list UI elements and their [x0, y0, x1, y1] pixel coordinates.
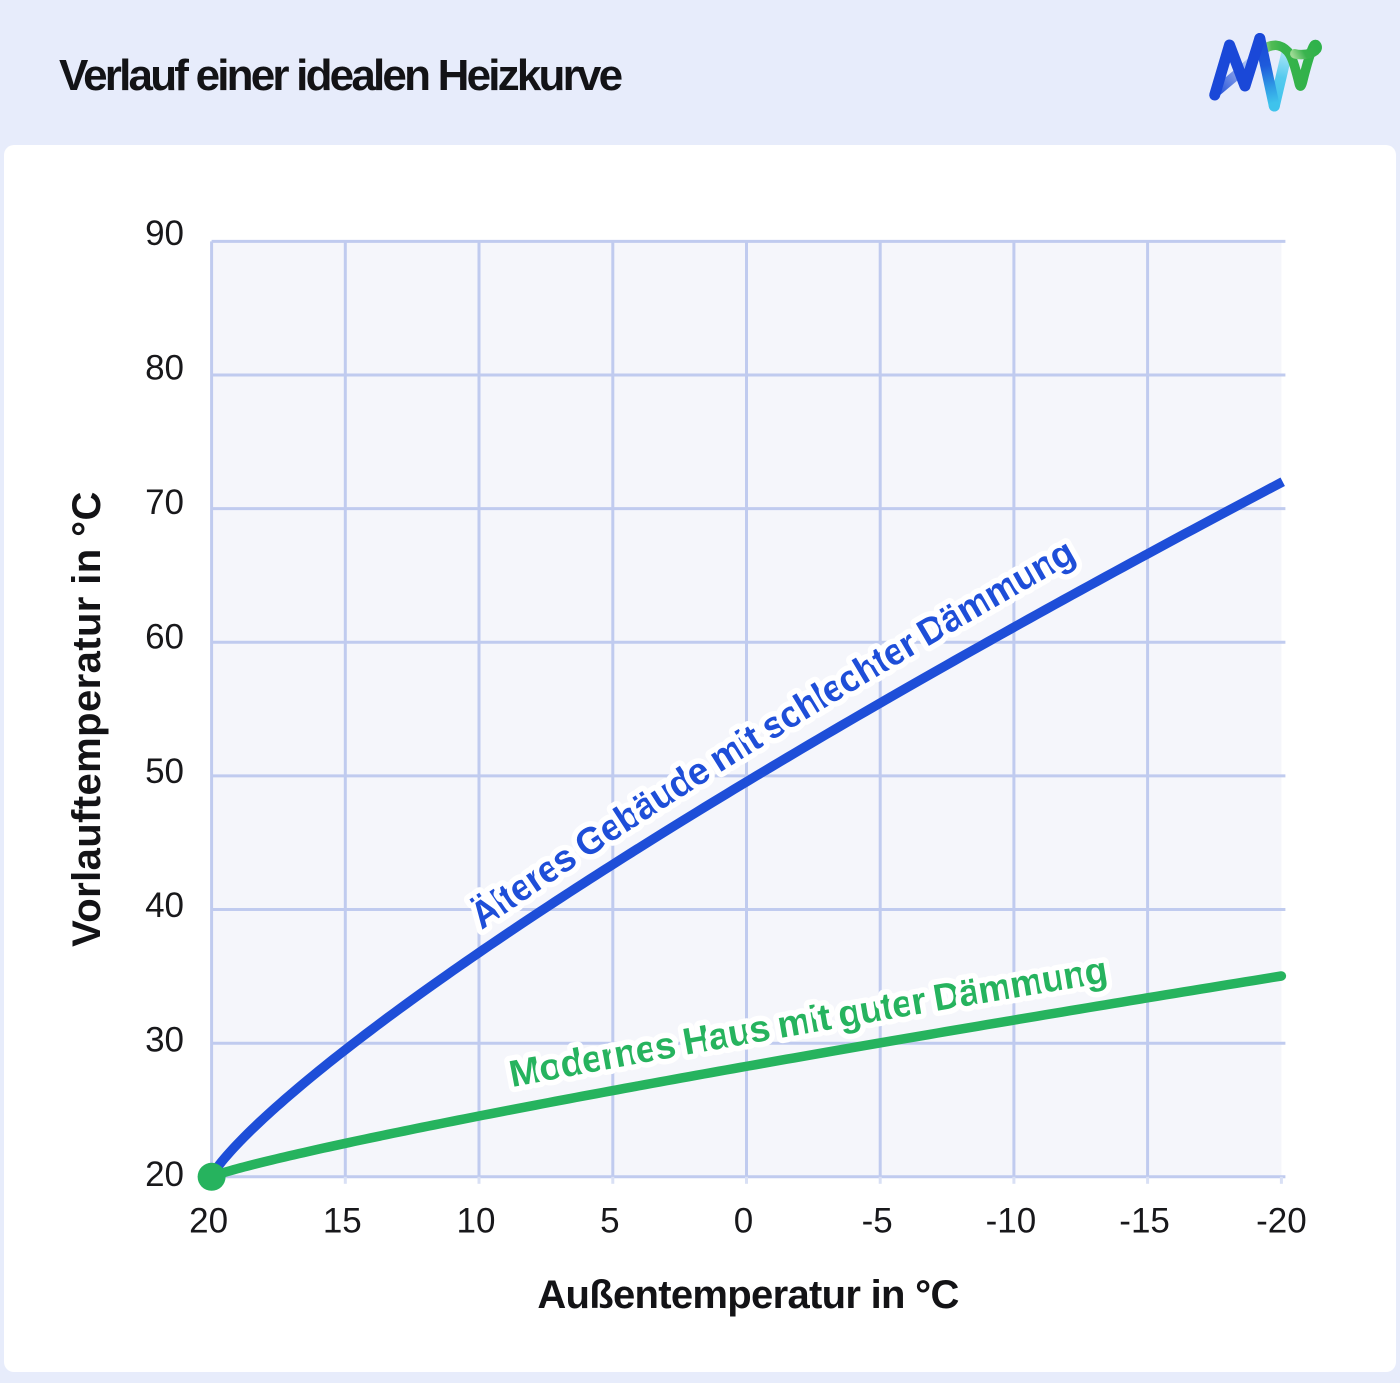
svg-text:90: 90 — [145, 214, 184, 253]
svg-text:40: 40 — [145, 886, 184, 925]
svg-text:20: 20 — [145, 1155, 184, 1194]
svg-text:Vorlauftemperatur in °C: Vorlauftemperatur in °C — [65, 491, 109, 947]
svg-text:Verlauf einer idealen Heizkurv: Verlauf einer idealen Heizkurve — [59, 51, 622, 100]
svg-text:20: 20 — [189, 1202, 228, 1241]
svg-text:-20: -20 — [1256, 1202, 1307, 1241]
svg-text:15: 15 — [323, 1202, 362, 1241]
svg-text:50: 50 — [145, 752, 184, 791]
svg-text:70: 70 — [145, 483, 184, 522]
svg-text:-5: -5 — [862, 1202, 893, 1241]
svg-text:-10: -10 — [986, 1202, 1037, 1241]
svg-text:10: 10 — [457, 1202, 496, 1241]
svg-text:5: 5 — [600, 1202, 619, 1241]
svg-text:80: 80 — [145, 349, 184, 388]
svg-text:Außentemperatur in °C: Außentemperatur in °C — [537, 1273, 958, 1317]
svg-text:60: 60 — [145, 617, 184, 656]
svg-text:-15: -15 — [1119, 1202, 1170, 1241]
svg-text:30: 30 — [145, 1021, 184, 1060]
svg-text:0: 0 — [734, 1202, 753, 1241]
